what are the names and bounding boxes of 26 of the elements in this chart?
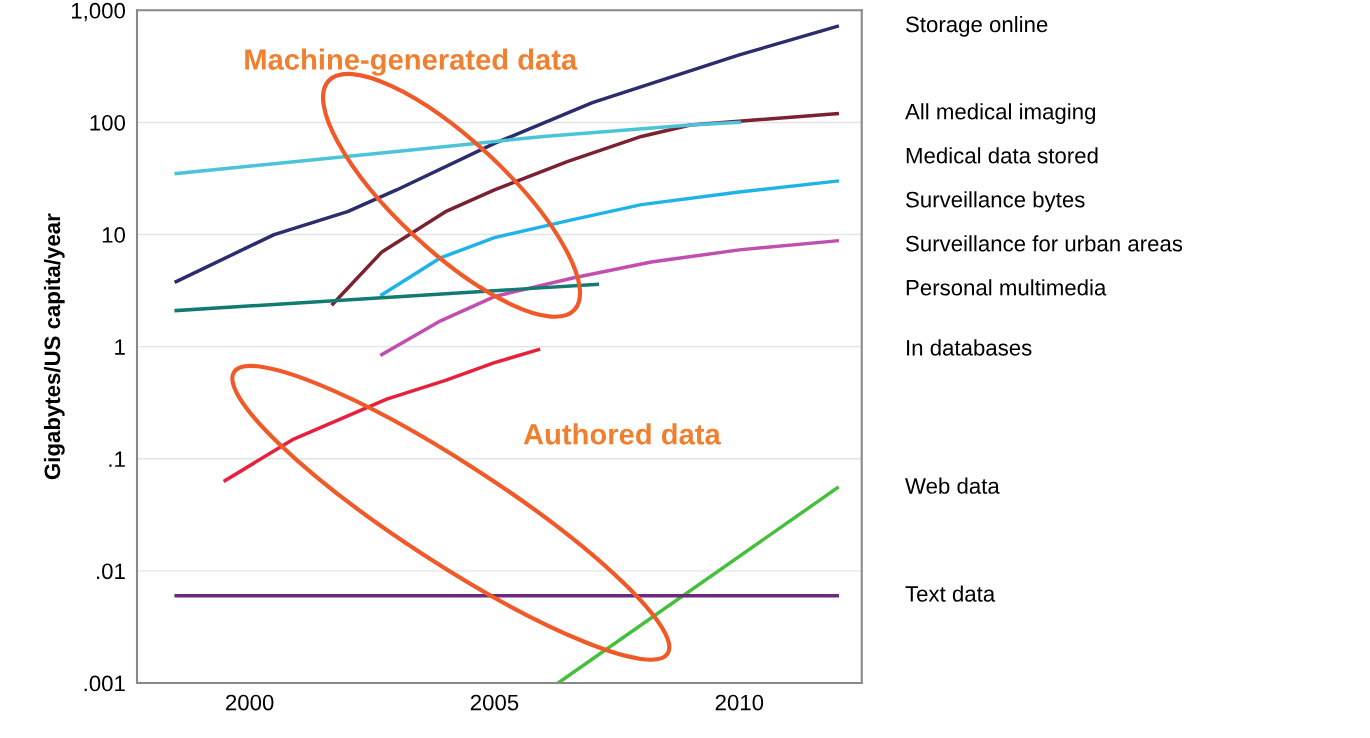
- text: All medical imaging: [905, 103, 1096, 124]
- text: Text data: [905, 585, 996, 602]
- annotation: Authored data: [523, 423, 721, 445]
- x-tick-label: 2000: [226, 694, 274, 711]
- y-tick-label: .1: [109, 451, 125, 467]
- y-tick-label: .01: [97, 563, 125, 580]
- text: Web data: [905, 477, 1000, 494]
- annotation: Machine-generated data: [245, 48, 578, 76]
- line-series: [380, 239, 839, 357]
- y-tick-label: 1,000: [71, 2, 126, 22]
- line-series: [174, 24, 839, 284]
- text: Personal multimedia: [906, 279, 1107, 296]
- line-series: [174, 120, 742, 176]
- text: Medical data stored: [906, 147, 1098, 164]
- x-tick-label: 2010: [715, 694, 764, 711]
- x-tick-label: 2005: [470, 694, 519, 711]
- line-series: [380, 179, 839, 297]
- text: Surveillance bytes: [906, 191, 1085, 212]
- text: Storage online: [906, 15, 1048, 37]
- y-tick-label: 100: [90, 114, 126, 131]
- text: Surveillance for urban areas: [906, 235, 1183, 252]
- y-tick-label: 10: [102, 227, 126, 243]
- y-tick-label: 1: [115, 339, 125, 355]
- y-axis-title: Gigabytes/US capita/year: [43, 213, 65, 480]
- text: In databases: [907, 339, 1032, 356]
- y-tick-label: .001: [84, 675, 125, 692]
